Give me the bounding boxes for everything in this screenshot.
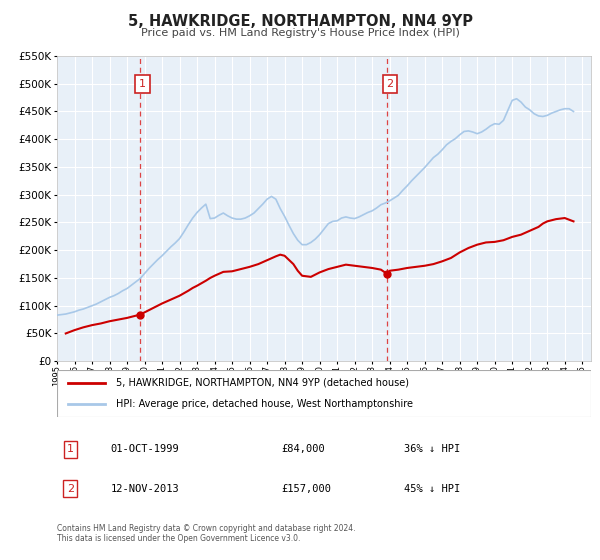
Text: Contains HM Land Registry data © Crown copyright and database right 2024.
This d: Contains HM Land Registry data © Crown c…: [57, 524, 355, 543]
Text: 36% ↓ HPI: 36% ↓ HPI: [404, 445, 460, 454]
FancyBboxPatch shape: [57, 370, 591, 417]
Text: £84,000: £84,000: [281, 445, 325, 454]
Text: 5, HAWKRIDGE, NORTHAMPTON, NN4 9YP: 5, HAWKRIDGE, NORTHAMPTON, NN4 9YP: [128, 14, 473, 29]
Text: 1: 1: [67, 445, 74, 454]
Text: 2: 2: [67, 484, 74, 493]
Text: Price paid vs. HM Land Registry's House Price Index (HPI): Price paid vs. HM Land Registry's House …: [140, 28, 460, 38]
Text: 01-OCT-1999: 01-OCT-1999: [110, 445, 179, 454]
Text: 5, HAWKRIDGE, NORTHAMPTON, NN4 9YP (detached house): 5, HAWKRIDGE, NORTHAMPTON, NN4 9YP (deta…: [116, 378, 409, 388]
Text: 2: 2: [386, 79, 394, 88]
Text: 45% ↓ HPI: 45% ↓ HPI: [404, 484, 460, 493]
Text: £157,000: £157,000: [281, 484, 331, 493]
Text: HPI: Average price, detached house, West Northamptonshire: HPI: Average price, detached house, West…: [116, 399, 413, 409]
Text: 1: 1: [139, 79, 146, 88]
Text: 12-NOV-2013: 12-NOV-2013: [110, 484, 179, 493]
